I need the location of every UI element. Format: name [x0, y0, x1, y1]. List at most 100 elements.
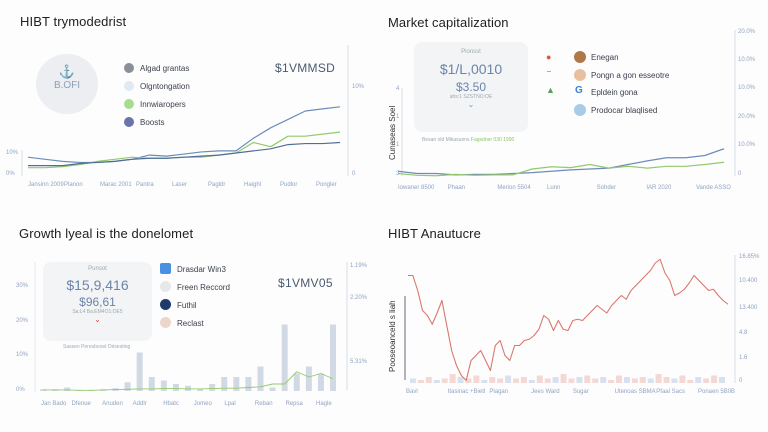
legend-item: Innwiaropers	[140, 100, 186, 109]
legend: Enegan Pongn a gon esseotre G Epldein gon…	[574, 51, 734, 121]
volume-bar	[584, 375, 591, 383]
y2-tick-label: 1.6	[739, 355, 748, 361]
dash-icon: –	[547, 68, 551, 75]
panel-title: HIBT Anautucre	[388, 226, 481, 241]
x-tick-label: Sugar	[572, 389, 589, 395]
legend-item: Olgntongation	[140, 82, 190, 91]
y-tick-label: 4	[396, 86, 400, 92]
volume-bar	[544, 378, 551, 383]
legend-item: Epldein gona	[591, 88, 638, 97]
legend-item: Enegan	[591, 53, 619, 62]
x-tick-label: Jan Bado	[41, 401, 67, 407]
x-tick-label: Marac 2001	[100, 182, 132, 188]
bar	[245, 377, 252, 391]
bar	[185, 385, 191, 391]
x-tick-label: Anuden	[102, 401, 123, 407]
headline-value: $1VMV05	[278, 276, 333, 290]
y2-tick-label: 0	[739, 378, 743, 384]
x-tick-label: Plagan	[489, 389, 509, 395]
volume-bar	[576, 377, 583, 383]
volume-bar	[639, 377, 646, 383]
y2-tick-label: 0	[738, 171, 742, 177]
volume-bar	[663, 377, 670, 383]
x-tick-label: Ponaen 5B0B	[698, 389, 736, 395]
legend-item: Prodocar blaqlised	[591, 106, 658, 115]
series-line	[27, 106, 341, 164]
x-tick-label: Reban	[254, 401, 273, 407]
y-tick-label: 1	[396, 114, 400, 120]
chevron-down-icon[interactable]: ⌄	[467, 100, 475, 109]
rocket-icon	[124, 117, 134, 127]
bar	[269, 387, 276, 391]
x-tick-label: IAR 2020	[646, 185, 672, 191]
card-value: $1/L,0010	[439, 61, 503, 77]
x-tick-label: Pantra	[136, 182, 154, 188]
y-tick-label: 0%	[16, 387, 25, 393]
volume-bar	[711, 375, 718, 383]
x-tick-label: Phaan	[447, 185, 466, 191]
legend-item: Reclast	[177, 319, 204, 328]
bar	[148, 377, 155, 391]
volume-bar	[528, 380, 535, 383]
x-tick-label: Hbatc	[163, 401, 179, 407]
y-tick-label: 30%	[16, 283, 29, 289]
volume-bar	[457, 377, 464, 383]
x-tick-label: Jansinn 2009	[28, 182, 64, 188]
shield-icon	[124, 63, 134, 73]
volume-bar	[655, 374, 662, 383]
y-tick-label: 3	[396, 171, 400, 177]
card-note: Sa:L4 Ba:EM4O1:OE5	[72, 309, 123, 315]
x-tick-label: Addlr	[132, 401, 147, 407]
bar	[197, 389, 204, 391]
volume-bar	[497, 378, 504, 383]
volume-bar	[513, 378, 519, 383]
volume-bar	[552, 377, 559, 383]
y2-tick-label: 10%	[352, 84, 365, 90]
legend: Drasdar Win3 Freen Reccord Futhil Reclas…	[160, 263, 280, 333]
volume-bar	[449, 374, 456, 383]
volume-bar	[536, 375, 543, 383]
x-tick-label: Jees Ward	[531, 389, 560, 395]
bar	[233, 377, 240, 391]
bar	[293, 373, 300, 391]
pin-icon: ●	[546, 52, 552, 62]
bar	[136, 352, 143, 391]
caption: Sassen Peresboost Orisesting	[63, 344, 131, 350]
x-tick-label: Sohder	[596, 185, 617, 191]
y2-tick-label: 10.0%	[738, 57, 756, 63]
tree-icon: ▲	[546, 85, 555, 95]
volume-bar	[600, 377, 607, 383]
y2-tick-label: 10.0%	[738, 142, 756, 148]
y2-tick-label: 10.400	[739, 278, 758, 284]
y2-tick-label: 20.0%	[738, 114, 756, 120]
chevron-down-icon[interactable]: ⌄	[94, 315, 101, 324]
legend-item: Algad grantas	[140, 64, 190, 73]
avatar-icon	[574, 51, 586, 63]
volume-bar	[623, 377, 630, 383]
series-line	[397, 161, 725, 177]
legend-item: Drasdar Win3	[177, 265, 226, 274]
x-tick-label: Merion 5504	[497, 185, 531, 191]
panel-title: Growth lyeal is the donelomet	[19, 226, 194, 241]
series-line	[28, 141, 341, 167]
volume-bar	[425, 377, 432, 383]
x-tick-label: Hagle	[316, 401, 332, 407]
x-tick-label: Pfaal Sacs	[656, 389, 685, 395]
volume-bar	[481, 380, 488, 383]
price-line	[408, 258, 729, 382]
volume-bar	[616, 375, 622, 383]
bar	[160, 380, 167, 391]
summary-card: Punsot $15,9,416 $96,61 Sa:L4 Ba:EM4O1:O…	[43, 262, 152, 341]
portrait-icon	[160, 317, 171, 328]
volume-bar	[489, 377, 496, 383]
x-tick-label: Lpal	[224, 401, 236, 407]
leaf-icon	[124, 99, 134, 109]
y2-tick-label: 20.0%	[738, 29, 756, 35]
x-tick-label: Haighl	[244, 182, 262, 188]
y2-tick-label: 5.31%	[350, 359, 368, 365]
volume-bar	[703, 378, 710, 383]
volume-bar	[568, 378, 575, 383]
bar	[305, 366, 312, 391]
y2-tick-label: 4.8	[739, 330, 748, 336]
card-sub-value: $96,61	[79, 295, 116, 309]
